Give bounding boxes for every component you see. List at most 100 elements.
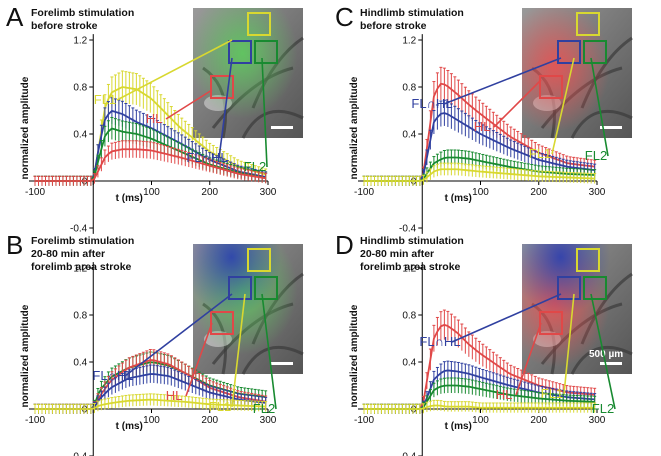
leader-line-fl1 [231, 293, 246, 408]
x-tick-label: 100 [143, 415, 160, 426]
roi-box-fl-hl [557, 40, 581, 64]
x-tick-label: 200 [201, 187, 218, 198]
region-label-fl-hl: FL∩HL [186, 150, 227, 165]
x-tick-label: 300 [260, 187, 277, 198]
x-tick-label: 200 [201, 415, 218, 426]
leader-line-hl [493, 79, 542, 128]
roi-box-fl-hl [228, 276, 252, 300]
panel-title-line: forelimb area stroke [31, 261, 132, 273]
brain-image [193, 244, 304, 375]
region-label-fl2: FL2 [244, 159, 266, 174]
y-tick-label: 0.4 [73, 130, 87, 141]
x-tick-label: 300 [589, 415, 606, 426]
region-label-fl1: FL1 [529, 146, 551, 161]
roi-box-fl2 [583, 276, 607, 300]
series-line [35, 148, 266, 182]
y-tick-label: 0.8 [402, 311, 416, 322]
roi-box-fl-hl [557, 276, 581, 300]
region-label-fl-hl: FL∩HL [92, 368, 133, 383]
y-tick-label: -0.4 [399, 452, 417, 456]
leader-line-hl [515, 322, 542, 396]
x-tick-label: 100 [472, 415, 489, 426]
x-tick-label: -100 [354, 415, 374, 426]
roi-box-hl [539, 75, 563, 99]
x-tick-label: 300 [260, 415, 277, 426]
x-axis-label: t (ms) [445, 193, 472, 204]
region-label-fl1: FL1 [209, 399, 231, 414]
series-hl [33, 140, 268, 186]
y-tick-label: 1.2 [73, 264, 87, 275]
region-label-hl: HL [146, 111, 163, 126]
region-label-fl2: FL2 [585, 148, 607, 163]
leader-line-fl1 [563, 293, 575, 395]
x-tick-label: 200 [530, 187, 547, 198]
scale-bar [271, 362, 293, 365]
panel-letter: D [335, 230, 354, 260]
region-label-fl2: FL2 [592, 401, 614, 416]
y-tick-label: 0.8 [73, 311, 87, 322]
leader-line-hl [165, 89, 213, 120]
region-label-fl1: FL1 [541, 386, 563, 401]
x-axis-label: t (ms) [116, 421, 143, 432]
roi-box-fl1 [247, 248, 271, 272]
series-line [364, 168, 595, 182]
y-tick-label: 1.2 [73, 36, 87, 47]
roi-box-fl2 [254, 40, 278, 64]
roi-box-fl-hl [228, 40, 252, 64]
series-fl1 [362, 399, 597, 414]
x-axis-label: t (ms) [116, 193, 143, 204]
panel-title-line: 20-80 min after [360, 248, 434, 260]
scale-bar [600, 126, 622, 129]
region-label-hl: HL [474, 119, 491, 134]
y-tick-label: 0.8 [73, 83, 87, 94]
y-tick-label: 0 [411, 177, 417, 188]
region-label-fl-hl: FL∩HL [411, 96, 452, 111]
roi-box-hl [210, 311, 234, 335]
region-label-fl-hl: FL∩HL [419, 334, 460, 349]
leader-line-fl1 [116, 39, 233, 101]
x-tick-label: -100 [25, 187, 45, 198]
panel-title-line: 20-80 min after [31, 248, 105, 260]
panel-title-line: before stroke [360, 20, 427, 32]
y-tick-label: -0.4 [70, 452, 88, 456]
leader-line-fl2 [261, 57, 268, 168]
panel-title-line: Forelimb stimulation [31, 235, 134, 247]
series-fl1 [33, 393, 268, 414]
roi-box-hl [210, 75, 234, 99]
panel-title-line: Hindlimb stimulation [360, 7, 464, 19]
roi-box-fl1 [576, 248, 600, 272]
scale-bar-label: 500 µm [589, 349, 623, 360]
y-tick-label: 0.4 [402, 358, 416, 369]
y-tick-label: 0 [82, 177, 88, 188]
leader-line-hl [185, 322, 213, 397]
panel-title-line: forelimb area stroke [360, 261, 461, 273]
panel-title-line: before stroke [31, 20, 98, 32]
panel-letter: C [335, 2, 354, 32]
panel-letter: B [6, 230, 23, 260]
roi-box-fl2 [583, 40, 607, 64]
region-label-fl1: FL1 [94, 92, 116, 107]
roi-box-fl2 [254, 276, 278, 300]
x-tick-label: -100 [25, 415, 45, 426]
series-line [35, 398, 266, 410]
y-tick-label: 1.2 [402, 36, 416, 47]
leader-line-fl-hl [124, 293, 233, 377]
y-tick-label: -0.4 [399, 224, 417, 235]
brain-image [522, 8, 633, 139]
scale-bar [271, 126, 293, 129]
leader-line-fl1 [551, 57, 575, 155]
brain-image [193, 8, 304, 139]
leader-line-fl2 [590, 57, 609, 157]
leader-line-fl2 [261, 293, 277, 410]
y-tick-label: 0 [82, 405, 88, 416]
panel-title-line: Forelimb stimulation [31, 7, 134, 19]
panel-letter: A [6, 2, 24, 32]
leader-line-fl2 [590, 293, 616, 410]
x-tick-label: -100 [354, 187, 374, 198]
leader-line-fl-hl [218, 57, 233, 159]
region-label-fl2: FL2 [253, 401, 275, 416]
region-label-hl: HL [166, 388, 183, 403]
